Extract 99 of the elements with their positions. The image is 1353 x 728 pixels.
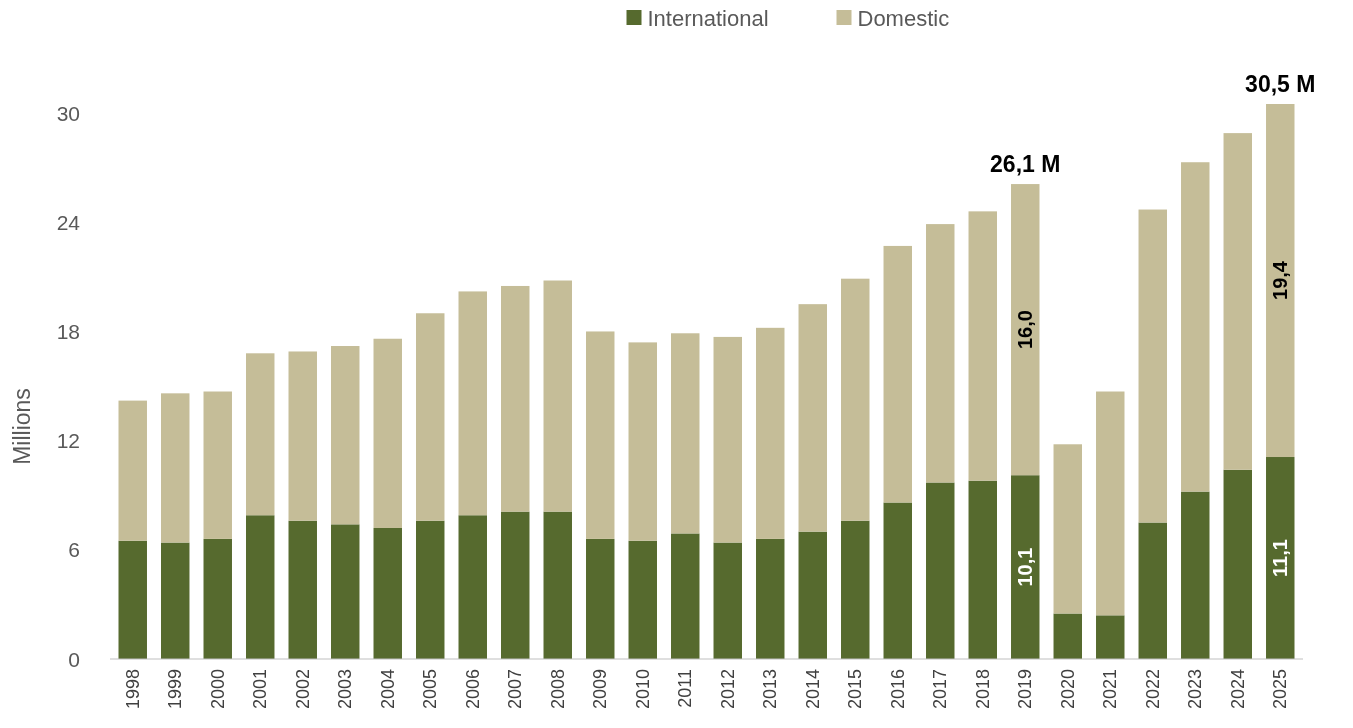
bar — [798, 304, 827, 532]
x-tick-label: 2001 — [250, 669, 271, 710]
bar — [628, 342, 657, 541]
x-tick-label: 2016 — [887, 669, 908, 710]
x-tick-label: 2003 — [335, 669, 356, 710]
bar — [543, 280, 572, 512]
bar — [458, 291, 487, 516]
bar — [671, 533, 700, 659]
bar — [1011, 475, 1040, 659]
bar — [373, 338, 402, 528]
bar — [331, 346, 360, 525]
x-tick-label: 2010 — [632, 669, 653, 710]
bar — [203, 538, 232, 659]
bar — [161, 542, 190, 659]
bar — [968, 480, 997, 659]
bar — [756, 327, 785, 539]
x-tick-label: 2023 — [1185, 669, 1206, 710]
bar — [1181, 491, 1210, 659]
bar — [841, 520, 870, 659]
bar — [1053, 444, 1082, 614]
bar — [1011, 184, 1040, 476]
bar — [246, 353, 275, 516]
bar — [1223, 133, 1252, 470]
x-tick-label: 2024 — [1227, 669, 1248, 710]
total-label: 26,1 M — [990, 151, 1061, 178]
x-tick-label: 2009 — [590, 669, 611, 710]
bar — [1096, 391, 1125, 616]
x-tick-label: 2005 — [420, 669, 441, 710]
bar — [543, 511, 572, 659]
x-tick-label: 2006 — [462, 669, 483, 710]
y-tick-label: 0 — [68, 647, 80, 671]
bar — [246, 515, 275, 659]
y-tick-label: 24 — [56, 210, 81, 234]
bar — [713, 336, 742, 543]
x-tick-label: 2011 — [675, 669, 696, 708]
x-tick-label: 2002 — [292, 669, 313, 710]
legend-label: Domestic — [857, 5, 950, 31]
x-tick-label: 2013 — [760, 669, 781, 710]
x-tick-label: 2020 — [1057, 669, 1078, 710]
x-tick-label: 2000 — [207, 669, 228, 710]
bar — [501, 285, 530, 512]
bar — [331, 524, 360, 659]
bar — [118, 540, 147, 659]
legend-label: International — [647, 5, 769, 31]
bar — [841, 278, 870, 521]
x-tick-label: 2004 — [377, 669, 398, 710]
bar — [1223, 469, 1252, 659]
bar — [926, 224, 955, 483]
data-label: 16,0 — [1014, 310, 1037, 350]
x-tick-label: 2014 — [802, 669, 823, 710]
bar — [1181, 162, 1210, 492]
bar — [288, 351, 317, 521]
total-label: 30,5 M — [1245, 71, 1316, 97]
bar — [1266, 457, 1295, 659]
x-tick-label: 2017 — [930, 669, 951, 710]
bar — [373, 527, 402, 659]
data-label: 19,4 — [1269, 260, 1292, 300]
y-tick-label: 6 — [68, 538, 80, 562]
bar — [416, 520, 445, 659]
x-tick-label: 1999 — [165, 669, 186, 710]
bar — [288, 520, 317, 659]
y-axis-title: Millions — [9, 388, 35, 465]
x-tick-label: 2019 — [1015, 669, 1036, 710]
bar — [883, 502, 912, 659]
bar — [1138, 209, 1167, 523]
bar — [586, 331, 615, 539]
x-tick-label: 2022 — [1142, 669, 1163, 710]
bar — [1096, 615, 1125, 659]
x-tick-label: 2021 — [1100, 669, 1121, 710]
y-tick-label: 12 — [56, 429, 80, 453]
bar — [968, 211, 997, 481]
x-tick-label: 2008 — [547, 669, 568, 710]
bar — [118, 400, 147, 541]
bar — [798, 531, 827, 659]
bar — [671, 333, 700, 534]
x-tick-label: 2015 — [845, 669, 866, 710]
bar — [628, 540, 657, 659]
y-tick-label: 18 — [56, 319, 80, 343]
x-tick-label: 1998 — [122, 669, 143, 710]
bar — [926, 482, 955, 659]
bar — [586, 538, 615, 659]
bar — [1053, 613, 1082, 659]
bar — [458, 515, 487, 659]
bar — [203, 391, 232, 539]
x-tick-label: 2025 — [1270, 669, 1291, 710]
bar — [883, 245, 912, 503]
x-tick-label: 2018 — [972, 669, 993, 710]
bar — [416, 313, 445, 521]
x-tick-label: 2012 — [717, 669, 738, 710]
bar — [756, 538, 785, 659]
bar — [161, 393, 190, 543]
y-tick-label: 30 — [56, 101, 80, 125]
x-tick-label: 2007 — [505, 669, 526, 710]
data-label: 11,1 — [1269, 539, 1292, 577]
bar — [501, 511, 530, 659]
bar — [1266, 104, 1295, 458]
bar — [1138, 522, 1167, 659]
data-label: 10,1 — [1014, 547, 1037, 587]
bar — [713, 542, 742, 659]
